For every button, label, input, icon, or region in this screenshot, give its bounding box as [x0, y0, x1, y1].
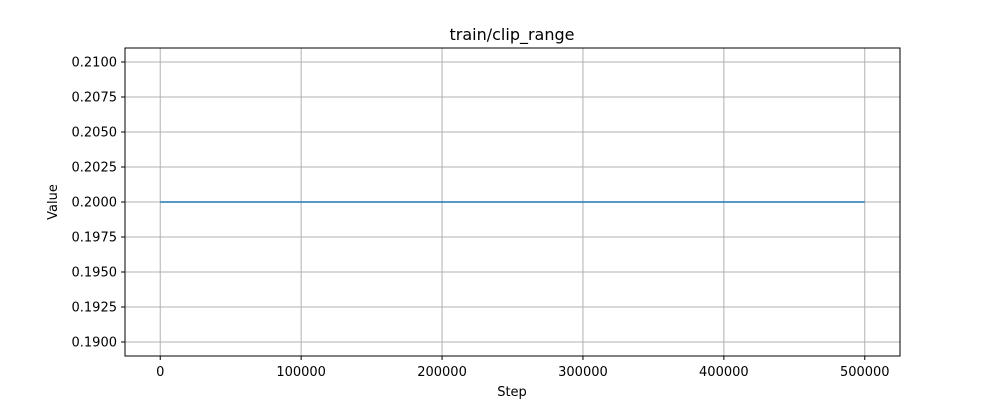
y-tick-label: 0.2100	[72, 56, 118, 71]
x-tick-label: 500000	[840, 365, 890, 380]
y-tick-label: 0.2075	[72, 91, 118, 106]
x-axis: 0 100000 200000 300000 400000 500000	[156, 356, 890, 380]
y-axis-label: Value	[46, 184, 61, 220]
x-tick-label: 200000	[417, 365, 467, 380]
chart-title: train/clip_range	[450, 25, 575, 45]
y-tick-label: 0.1975	[72, 231, 118, 246]
x-tick-label: 0	[156, 365, 164, 380]
y-axis: 0.1900 0.1925 0.1950 0.1975 0.2000 0.2025 0.20…	[72, 56, 125, 351]
x-tick-label: 400000	[699, 365, 749, 380]
x-tick-label: 100000	[276, 365, 326, 380]
y-tick-label: 0.1950	[72, 266, 118, 281]
y-tick-label: 0.2000	[72, 196, 118, 211]
y-tick-label: 0.2050	[72, 126, 118, 141]
y-tick-label: 0.2025	[72, 161, 118, 176]
y-tick-label: 0.1900	[72, 336, 118, 351]
x-axis-label: Step	[497, 385, 527, 400]
x-tick-label: 300000	[558, 365, 608, 380]
y-tick-label: 0.1925	[72, 301, 118, 316]
